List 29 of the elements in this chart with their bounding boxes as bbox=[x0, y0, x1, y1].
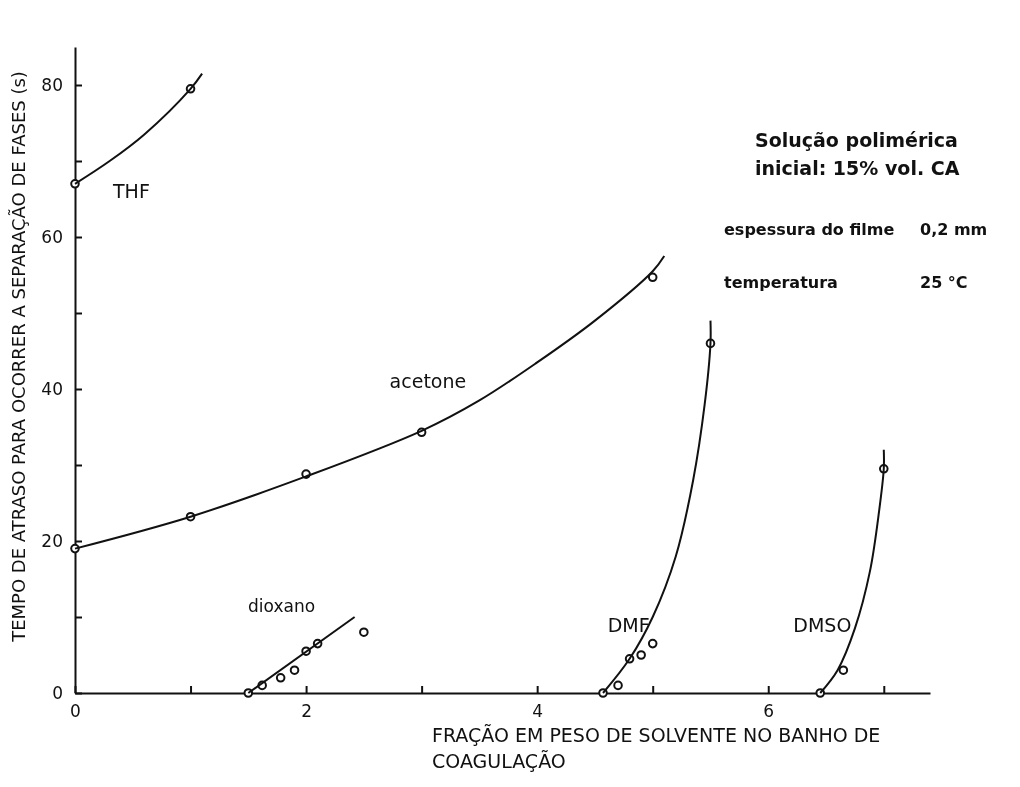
point bbox=[359, 627, 369, 637]
y-tick-label: 60 bbox=[41, 226, 63, 247]
x-tick-label: 6 bbox=[763, 701, 775, 722]
y-axis-title: TEMPO DE ATRASO PARA OCORRER A SEPARAÇÃO DE FASES (s) bbox=[8, 71, 29, 643]
point bbox=[275, 673, 286, 683]
point bbox=[838, 665, 849, 675]
annotation: temperatura bbox=[724, 273, 838, 292]
series-label: DMF bbox=[607, 613, 650, 636]
text: acetone bbox=[389, 370, 467, 393]
series-label: DMSO bbox=[793, 614, 852, 637]
point bbox=[613, 680, 623, 691]
annotation: 0,2 mm bbox=[920, 220, 988, 239]
x-tick-label: 4 bbox=[532, 701, 544, 722]
y-tick-label: 80 bbox=[41, 74, 63, 95]
point bbox=[289, 665, 300, 675]
point bbox=[636, 650, 646, 660]
x-tick-label: 2 bbox=[301, 701, 312, 722]
point bbox=[647, 638, 658, 649]
y-tick-label: 0 bbox=[52, 682, 63, 703]
x-axis-title: FRAÇÃO EM PESO DE SOLVENTE NO BANHO DE COAGULAÇÃO bbox=[432, 724, 881, 772]
series-label: THF bbox=[112, 179, 150, 202]
annotation: Solução polimérica bbox=[755, 129, 958, 151]
annotation: inicial: 15% vol. CA bbox=[755, 157, 960, 179]
annotation: 25 °C bbox=[920, 273, 968, 292]
x-tick-label: 0 bbox=[70, 701, 81, 722]
y-tick-label: 20 bbox=[41, 530, 63, 551]
annotation: espessura do filme bbox=[724, 220, 895, 239]
y-tick-label: 40 bbox=[41, 378, 63, 399]
series-label: dioxano bbox=[248, 596, 316, 617]
